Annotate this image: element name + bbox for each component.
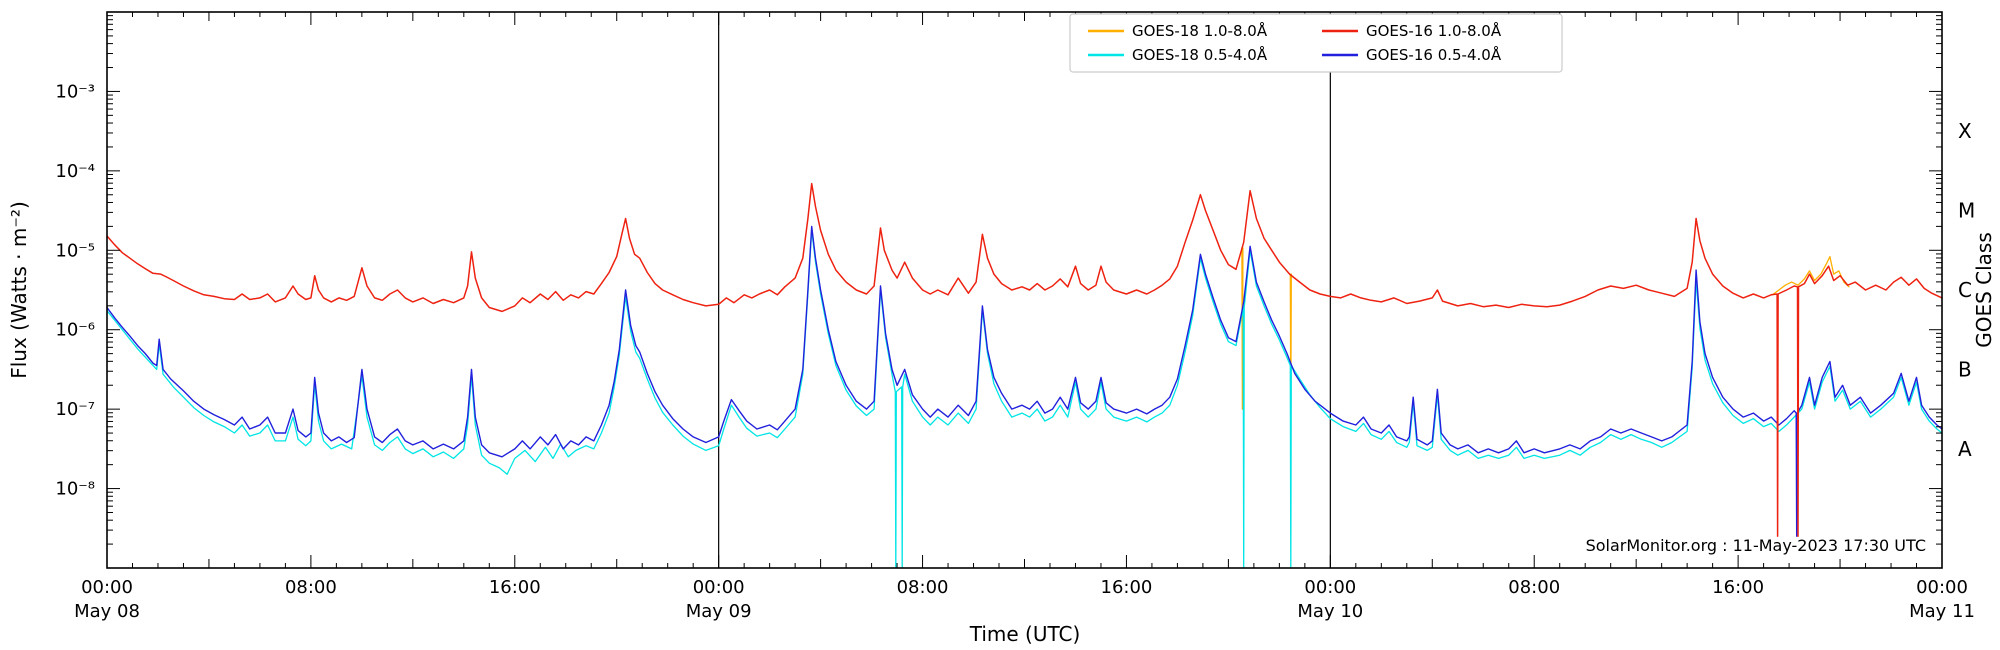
goes-class-letter: X: [1958, 119, 1972, 143]
series-goes-16-0-5-4-0-: [106, 225, 1943, 537]
series-goes-18-0-5-4-0-: [106, 229, 1943, 569]
tick-labels: 10⁻³ 10⁻⁴ 10⁻⁵ 10⁻⁶ 10⁻⁷ 10⁻⁸ 00:00 08:00 16:00 0…: [55, 81, 1975, 622]
goes-class-letter: A: [1958, 437, 1972, 461]
x-tick-label: 08:00: [897, 577, 949, 598]
x-tick-label: 16:00: [489, 577, 541, 598]
watermark: SolarMonitor.org : 11-May-2023 17:30 UTC: [1586, 536, 1926, 555]
plot-frame: [106, 11, 1943, 569]
legend: GOES-18 1.0-8.0Å GOES-18 0.5-4.0Å GOES-1…: [1069, 13, 1563, 73]
goes-class-letter: M: [1958, 199, 1975, 223]
series-lines: [106, 182, 1943, 569]
plot-content: 10⁻³ 10⁻⁴ 10⁻⁵ 10⁻⁶ 10⁻⁷ 10⁻⁸ 00:00 08:00 16:00 0…: [55, 11, 1975, 622]
y-tick-label: 10⁻⁶: [55, 320, 95, 341]
series-goes-18-1-0-8-0-: [1241, 247, 1850, 414]
y-tick-label: 10⁻³: [55, 81, 95, 102]
legend-label-goes16-short: GOES-16 0.5-4.0Å: [1366, 45, 1502, 64]
y-tick-label: 10⁻⁴: [55, 161, 95, 182]
x-tick-label: 00:00: [1304, 577, 1356, 598]
x-tick-label: 16:00: [1101, 577, 1153, 598]
day-boundary-lines: [718, 12, 1331, 568]
x-date-label: May 08: [74, 601, 140, 622]
legend-label-goes18-short: GOES-18 0.5-4.0Å: [1132, 45, 1268, 64]
y-tick-label: 10⁻⁸: [55, 479, 95, 500]
y-axis-label: Flux (Watts · m⁻²): [7, 201, 31, 379]
legend-box: [1069, 13, 1563, 73]
x-tick-label: 08:00: [285, 577, 337, 598]
x-axis-label: Time (UTC): [969, 622, 1081, 646]
y-tick-label: 10⁻⁵: [55, 240, 95, 261]
series-goes-16-1-0-8-0-: [106, 182, 1943, 537]
legend-label-goes18-long: GOES-18 1.0-8.0Å: [1132, 21, 1268, 40]
legend-label-goes16-long: GOES-16 1.0-8.0Å: [1366, 21, 1502, 40]
x-date-label: May 09: [686, 601, 752, 622]
goes-class-letter: B: [1958, 357, 1972, 381]
x-tick-label: 00:00: [1916, 577, 1968, 598]
y-axis-label-right: GOES Class: [1972, 232, 1996, 348]
x-date-label: May 11: [1909, 601, 1975, 622]
x-tick-label: 08:00: [1508, 577, 1560, 598]
axis-ticks: [106, 11, 1943, 569]
y-tick-label: 10⁻⁷: [55, 399, 95, 420]
x-tick-label: 00:00: [81, 577, 133, 598]
x-tick-label: 16:00: [1712, 577, 1764, 598]
x-tick-label: 00:00: [693, 577, 745, 598]
x-date-label: May 10: [1297, 601, 1363, 622]
goes-class-letter: C: [1958, 278, 1972, 302]
